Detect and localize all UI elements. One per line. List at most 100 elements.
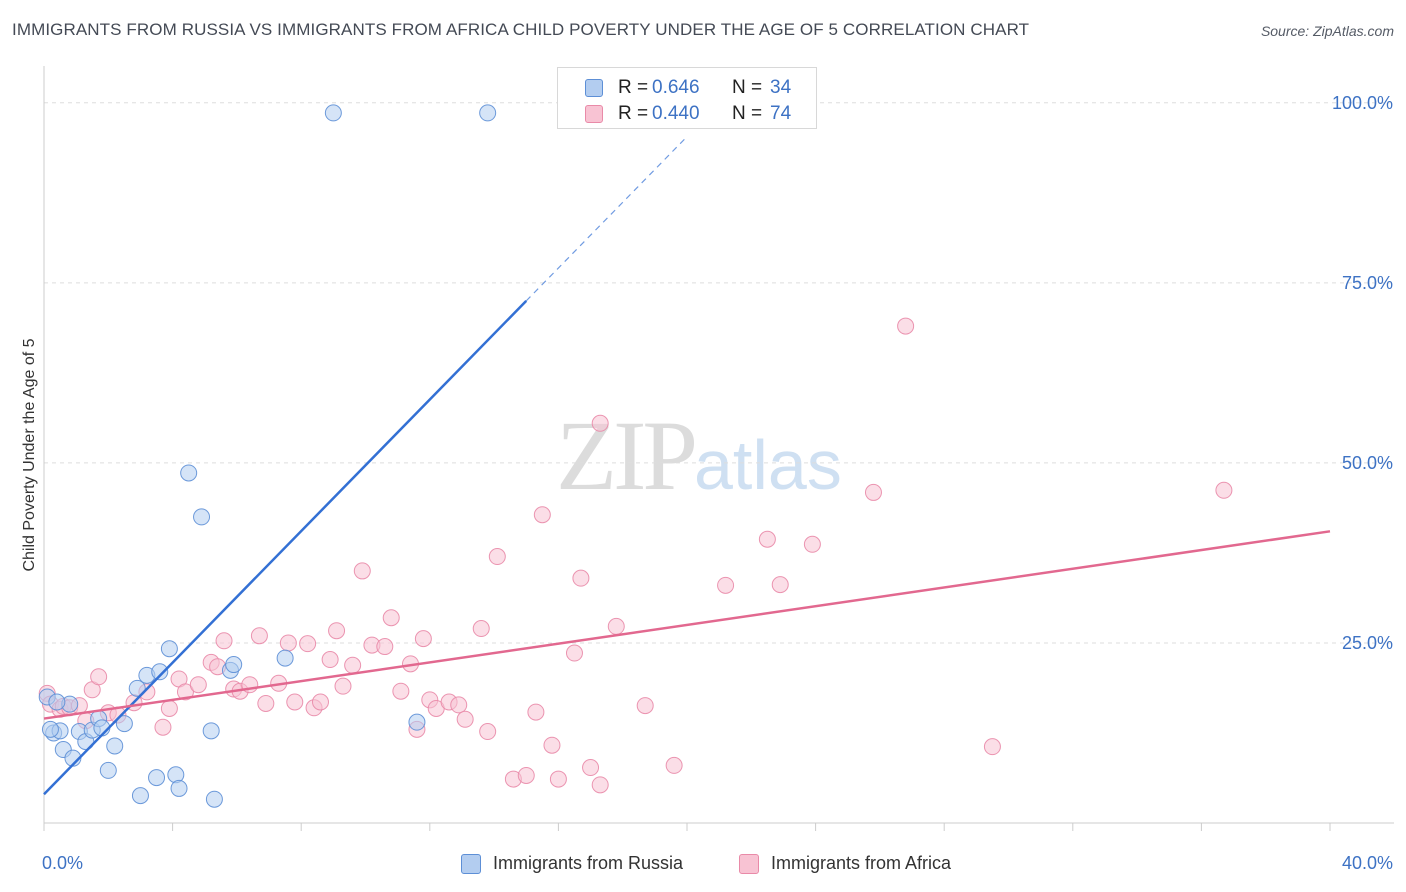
r-label: R = [618,77,649,98]
africa-point [771,576,789,594]
russia-point [128,679,146,697]
africa-point [472,620,490,638]
axes [43,66,1394,831]
africa-point [299,635,317,653]
africa-point [758,530,776,548]
africa-point [154,718,172,736]
africa-point [90,668,108,686]
russia-point [170,779,188,797]
russia-point [48,693,66,711]
africa-point [176,683,194,701]
africa-point [864,483,882,501]
n-label: N = [732,103,763,124]
y-tick-label: 50.0% [1342,453,1393,473]
russia-point [205,790,223,808]
africa-point [334,677,352,695]
legend-label: Immigrants from Russia [493,853,684,873]
africa-point [376,638,394,656]
russia-trend-extension [525,136,688,302]
watermark: ZIPatlas [556,398,842,513]
africa-point [189,676,207,694]
africa-point [591,776,609,794]
russia-trend-line [43,299,528,796]
n-label: N = [732,77,763,98]
africa-point [517,766,535,784]
africa-point [549,770,567,788]
africa-point [286,693,304,711]
africa-point [279,634,297,652]
africa-point [479,723,497,741]
africa-point [414,630,432,648]
africa-point [392,682,410,700]
russia-swatch [461,854,481,874]
africa-point [803,535,821,553]
africa-point [607,617,625,635]
russia-point [115,715,133,733]
tick-labels: 25.0% 50.0% 75.0% 100.0% 0.0% 40.0% [42,93,1393,873]
russia-point [276,649,294,667]
africa-point [717,576,735,594]
russia-point [41,720,59,738]
africa-point [543,736,561,754]
legend-label: Immigrants from Africa [771,853,952,873]
russia-point [151,663,169,681]
africa-point [321,651,339,669]
africa-point [215,632,233,650]
africa-point [983,738,1001,756]
chart-title: IMMIGRANTS FROM RUSSIA VS IMMIGRANTS FRO… [12,20,1030,39]
y-tick-label: 25.0% [1342,633,1393,653]
russia-point [106,737,124,755]
y-tick-label: 75.0% [1342,273,1393,293]
africa-swatch [739,854,759,874]
africa-swatch [585,105,603,123]
n-value: 34 [770,77,792,98]
africa-point [636,697,654,715]
russia-point [193,508,211,526]
correlation-legend: R = 0.646 N = 34 R = 0.440 N = 74 [557,67,817,129]
russia-point [99,761,117,779]
russia-point [225,656,243,674]
russia-point [180,464,198,482]
grid-lines [44,102,1394,644]
africa-point [488,548,506,566]
y-tick-label: 100.0% [1332,93,1393,113]
africa-point [456,710,474,728]
watermark-zip: ZIP [556,400,698,511]
russia-point [479,104,497,122]
source-label: Source: ZipAtlas.com [1260,23,1394,39]
africa-point [257,694,275,712]
africa-point [1215,481,1233,499]
watermark-atlas: atlas [694,426,842,504]
africa-point [344,656,362,674]
x-tick-label: 0.0% [42,853,83,873]
africa-point [353,562,371,580]
africa-point [533,506,551,524]
n-value: 74 [770,103,792,124]
russia-swatch [585,79,603,97]
africa-trend-line [43,530,1331,720]
africa-point [450,696,468,714]
africa-point [382,609,400,627]
africa-point [582,759,600,777]
africa-point [665,756,683,774]
africa-point [250,627,268,645]
africa-point [591,414,609,432]
russia-point [408,713,426,731]
r-value: 0.440 [652,103,700,124]
trend-lines [43,136,1331,796]
africa-point [565,644,583,662]
africa-point [328,622,346,640]
africa-point [311,693,329,711]
africa-point [572,569,590,587]
russia-point [160,640,178,658]
africa-points [38,317,1233,794]
russia-points [38,104,497,808]
russia-point [131,787,149,805]
africa-point [160,699,178,717]
r-label: R = [618,103,649,124]
r-value: 0.646 [652,77,700,98]
russia-point [148,769,166,787]
russia-point [202,722,220,740]
x-tick-label: 40.0% [1342,853,1393,873]
